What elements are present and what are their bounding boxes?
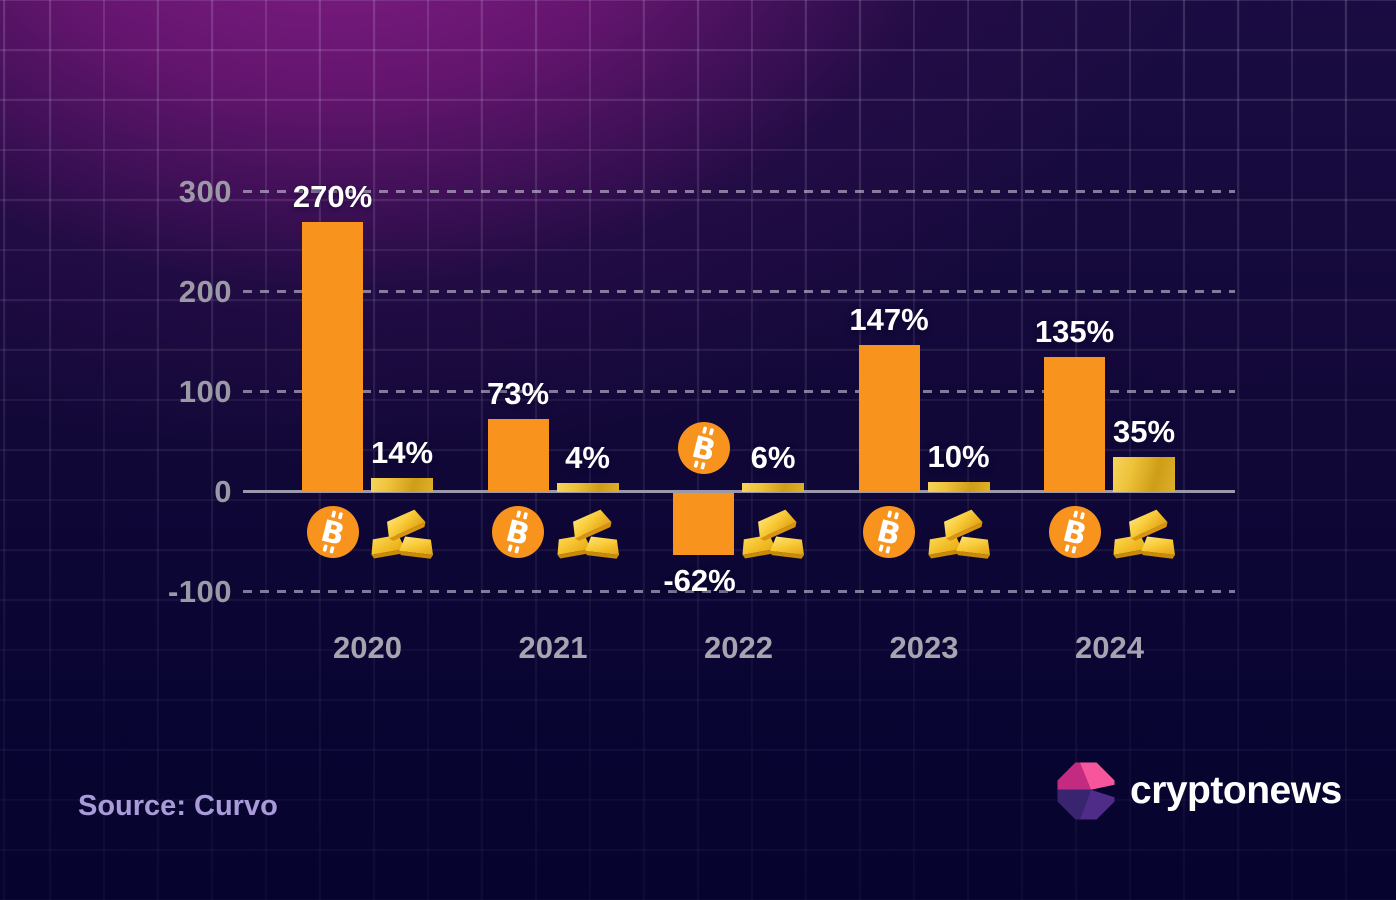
x-category-2021: 2021 [518, 630, 588, 665]
bitcoin-value-2021: 73% [486, 376, 550, 411]
gold-ingots-icon-2024 [1112, 507, 1178, 559]
brand-lockup: cryptonews [1055, 760, 1342, 822]
gold-ingots-icon-2023 [927, 507, 993, 559]
bitcoin-coin-icon-2023: B [862, 505, 916, 559]
y-tick-300: 300 [178, 174, 232, 209]
gold-bar-2024 [1113, 457, 1175, 492]
y-tick-100: 100 [178, 374, 232, 409]
bitcoin-bar-2022 [673, 493, 734, 555]
bitcoin-coin-icon-2024: B [1048, 505, 1102, 559]
x-category-2023: 2023 [889, 630, 959, 665]
gridline-100 [243, 390, 1235, 393]
gold-value-2022: 6% [750, 440, 796, 475]
cryptonews-wordmark: cryptonews [1130, 769, 1342, 812]
x-category-2022: 2022 [704, 630, 773, 665]
cryptonews-logo-icon [1057, 762, 1115, 820]
bitcoin-bar-2023 [858, 345, 920, 492]
source-text: Source: Curvo [78, 790, 278, 822]
gridline-300 [243, 190, 1235, 193]
gold-bar-2020 [371, 478, 433, 492]
gold-ingots-icon-2021 [556, 507, 622, 559]
gold-bar-2021 [556, 483, 619, 492]
bitcoin-value-2023: 147% [849, 302, 929, 337]
y-tick-0: 0 [214, 474, 232, 509]
bitcoin-value-2024: 135% [1034, 314, 1115, 349]
gold-value-2021: 4% [565, 440, 610, 475]
gold-value-2023: 10% [927, 439, 990, 474]
bitcoin-value-2022: -62% [663, 563, 736, 598]
gold-bar-2023 [927, 482, 990, 492]
gold-value-2024: 35% [1112, 414, 1176, 449]
bitcoin-bar-2021 [487, 419, 549, 492]
y-tick--100: -100 [167, 574, 232, 609]
gridline--100 [243, 590, 1235, 593]
gold-value-2020: 14% [370, 435, 434, 470]
x-category-2020: 2020 [333, 630, 402, 665]
gold-ingots-icon-2022 [741, 507, 807, 559]
gold-bar-2022 [742, 483, 804, 492]
bitcoin-coin-icon-2021: B [491, 505, 545, 559]
source-caption: Source: Curvo [78, 788, 278, 824]
gridline-200 [243, 290, 1235, 293]
bitcoin-coin-icon-2020: B [306, 505, 360, 559]
x-axis-line [243, 490, 1235, 493]
y-tick-200: 200 [178, 274, 232, 309]
gold-ingots-icon-2020 [370, 507, 436, 559]
bitcoin-coin-icon-2022: B [677, 421, 731, 475]
bitcoin-bar-2024 [1044, 357, 1105, 492]
bitcoin-value-2020: 270% [292, 179, 373, 214]
x-category-2024: 2024 [1075, 630, 1144, 665]
bitcoin-bar-2020 [302, 222, 363, 492]
